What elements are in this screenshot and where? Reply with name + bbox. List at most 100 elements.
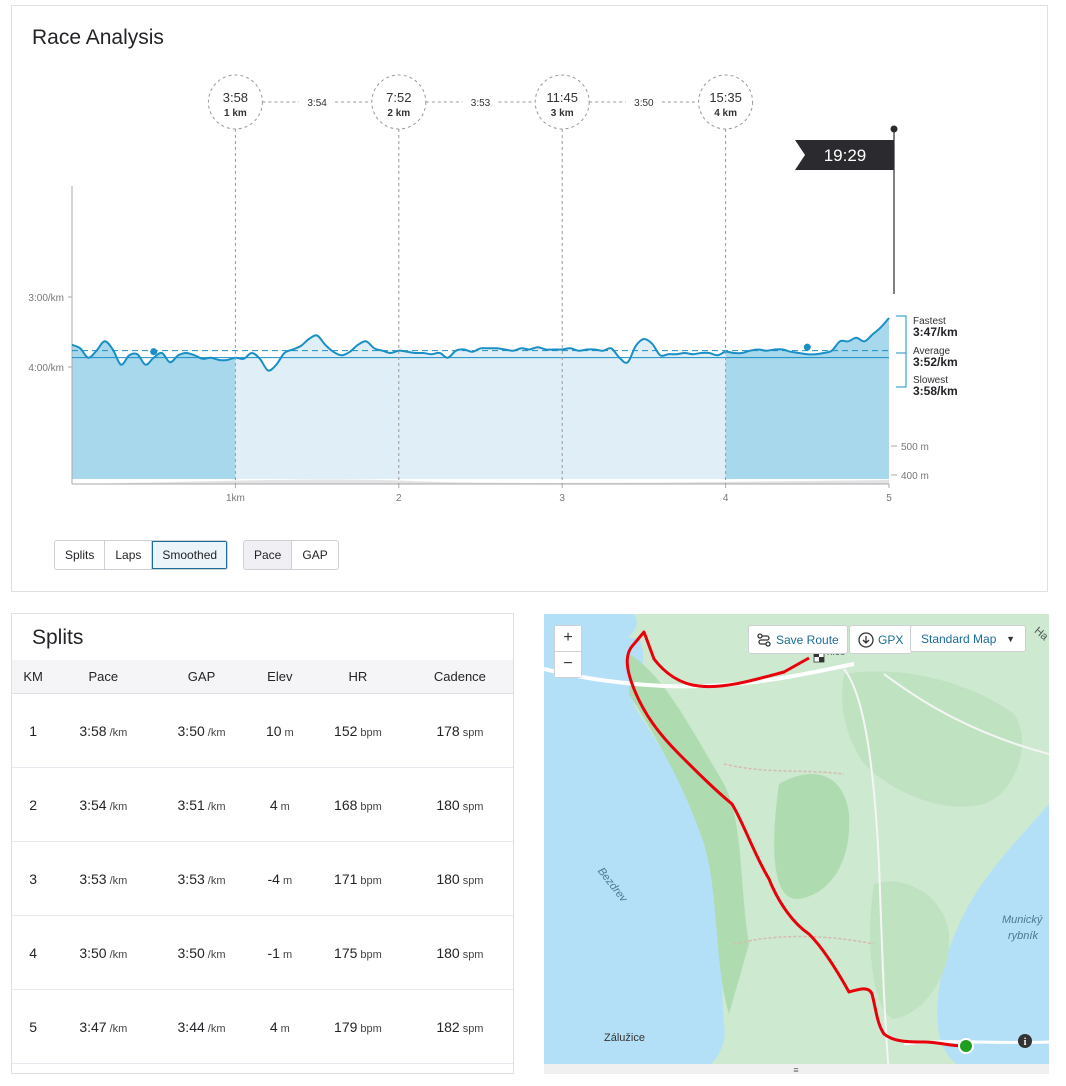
split-value: 175 [334, 944, 358, 961]
save-route-button[interactable]: Save Route [748, 625, 848, 654]
lake-label-rybnik: rybník [1008, 930, 1038, 942]
save-route-label: Save Route [776, 632, 839, 647]
smoothed-view-button[interactable]: Smoothed [152, 541, 228, 569]
y-tick-label: 3:00/km [28, 293, 64, 304]
split-unit: /km [207, 800, 226, 813]
legend-slowest-label: Slowest [913, 375, 948, 386]
split-unit: bpm [360, 874, 382, 887]
elevation-tick-label: 400 m [901, 471, 929, 482]
zoom-in-button[interactable]: + [555, 626, 581, 652]
road [544, 662, 855, 689]
route-map[interactable]: i ≡ Bezdrev Munický rybník Zálužice Ha n… [544, 614, 1049, 1074]
split-cell-gap: 3:50/km [152, 693, 251, 768]
x-tick-label: 5 [886, 493, 892, 504]
split-cell-hr: 152 bpm [309, 693, 407, 768]
split-unit: /km [109, 948, 128, 961]
view-toggle-group: Splits Laps Smoothed [54, 540, 229, 570]
split-unit: bpm [360, 800, 382, 813]
split-marker-km: 4 km [714, 108, 737, 119]
split-unit: m [284, 726, 294, 739]
forest-patch [842, 671, 1023, 807]
split-cell-elev: -1 m [250, 915, 310, 990]
forest-patch [870, 881, 950, 1019]
cadence-column-header: Cadence [406, 660, 513, 694]
forest-patch [629, 654, 749, 1014]
split-cell-km: 1 [12, 693, 55, 768]
segment-pace-label: 3:54 [307, 98, 327, 109]
split-marker-km: 3 km [551, 108, 574, 119]
route-line [625, 630, 965, 1048]
split-unit: bpm [360, 726, 382, 739]
split-value: 4 [269, 796, 278, 813]
split-value: 4 [29, 944, 38, 961]
split-cell-pace: 3:47/km [54, 989, 153, 1064]
pace-area-split-1 [72, 341, 236, 479]
split-unit: spm [462, 1022, 484, 1035]
split-unit: /km [207, 726, 226, 739]
split-value: 5 [29, 1018, 38, 1035]
split-unit: spm [462, 726, 484, 739]
gpx-label: GPX [878, 632, 904, 647]
splits-panel: Splits KM Pace GAP Elev HR Cadence 1 3:58… [11, 613, 514, 1074]
splits-view-button[interactable]: Splits [55, 541, 106, 569]
legend-fastest-value: 3:47/km [913, 325, 958, 339]
split-value: 180 [436, 944, 460, 961]
gap-column-header: GAP [152, 660, 251, 694]
zoom-out-button[interactable]: − [555, 652, 581, 677]
road [733, 935, 875, 945]
road [723, 763, 845, 775]
split-marker-time: 11:45 [546, 90, 578, 105]
pace-area-split-5 [725, 318, 889, 479]
split-row: 5 3:47/km 3:44/km 4 m 179 bpm 182 spm [12, 989, 513, 1064]
splits-table: KM Pace GAP Elev HR Cadence 1 3:58/km 3:50… [12, 660, 513, 1064]
segment-pace-label: 3:53 [471, 98, 491, 109]
road [883, 673, 1049, 755]
laps-view-button[interactable]: Laps [105, 541, 153, 569]
split-value: -1 [267, 944, 280, 961]
race-analysis-title: Race Analysis [32, 26, 164, 49]
map-canvas[interactable]: i ≡ [544, 614, 1049, 1074]
split-cell-pace: 3:54/km [54, 767, 153, 842]
finish-flag [795, 140, 894, 170]
split-cell-hr: 171 bpm [309, 841, 407, 916]
svg-text:≡: ≡ [793, 1065, 798, 1074]
split-cell-cad: 180 spm [406, 767, 513, 842]
split-cell-pace: 3:53/km [54, 841, 153, 916]
split-cell-hr: 175 bpm [309, 915, 407, 990]
legend-bracket [896, 315, 907, 388]
metric-toggle-group: Pace GAP [243, 540, 339, 570]
km-column-header: KM [12, 660, 55, 694]
split-value: 3:47 [79, 1018, 107, 1035]
split-cell-cad: 182 spm [406, 989, 513, 1064]
pace-line [71, 317, 890, 372]
split-cell-hr: 179 bpm [309, 989, 407, 1064]
legend-slowest-value: 3:58/km [913, 384, 958, 398]
finish-time: 19:29 [824, 146, 867, 165]
gap-metric-button[interactable]: GAP [302, 548, 328, 562]
lake-label-municky: Munický [1002, 914, 1043, 926]
pace-chart[interactable]: 3:00/km 4:00/km 500 m 400 m 1km 2 3 4 5 3:58 1 km 7… [12, 6, 1047, 591]
split-value: 3:50 [79, 944, 107, 961]
elev-column-header: Elev [250, 660, 310, 694]
pace-metric-button[interactable]: Pace [244, 541, 293, 569]
map-style-select[interactable]: Standard Map ▼ [910, 625, 1026, 652]
download-icon [858, 631, 874, 648]
map-style-label: Standard Map [921, 631, 997, 646]
split-unit: bpm [360, 948, 382, 961]
gpx-download-button[interactable]: GPX [849, 625, 913, 654]
split-unit: bpm [360, 1022, 382, 1035]
split-cell-hr: 168 bpm [309, 767, 407, 842]
split-unit: /km [109, 726, 128, 739]
west-lake [544, 637, 725, 1074]
split-cell-km: 2 [12, 767, 55, 842]
zoom-control: + − [554, 625, 582, 678]
split-cell-km: 3 [12, 841, 55, 916]
split-cell-cad: 180 spm [406, 841, 513, 916]
split-unit: m [282, 874, 293, 887]
pace-area-split-2-4 [235, 335, 726, 479]
split-row: 2 3:54/km 3:51/km 4 m 168 bpm 180 spm [12, 767, 513, 842]
split-row: 1 3:58/km 3:50/km 10 m 152 bpm 178 spm [12, 693, 513, 768]
split-cell-gap: 3:50/km [152, 915, 251, 990]
split-unit: spm [462, 800, 484, 813]
